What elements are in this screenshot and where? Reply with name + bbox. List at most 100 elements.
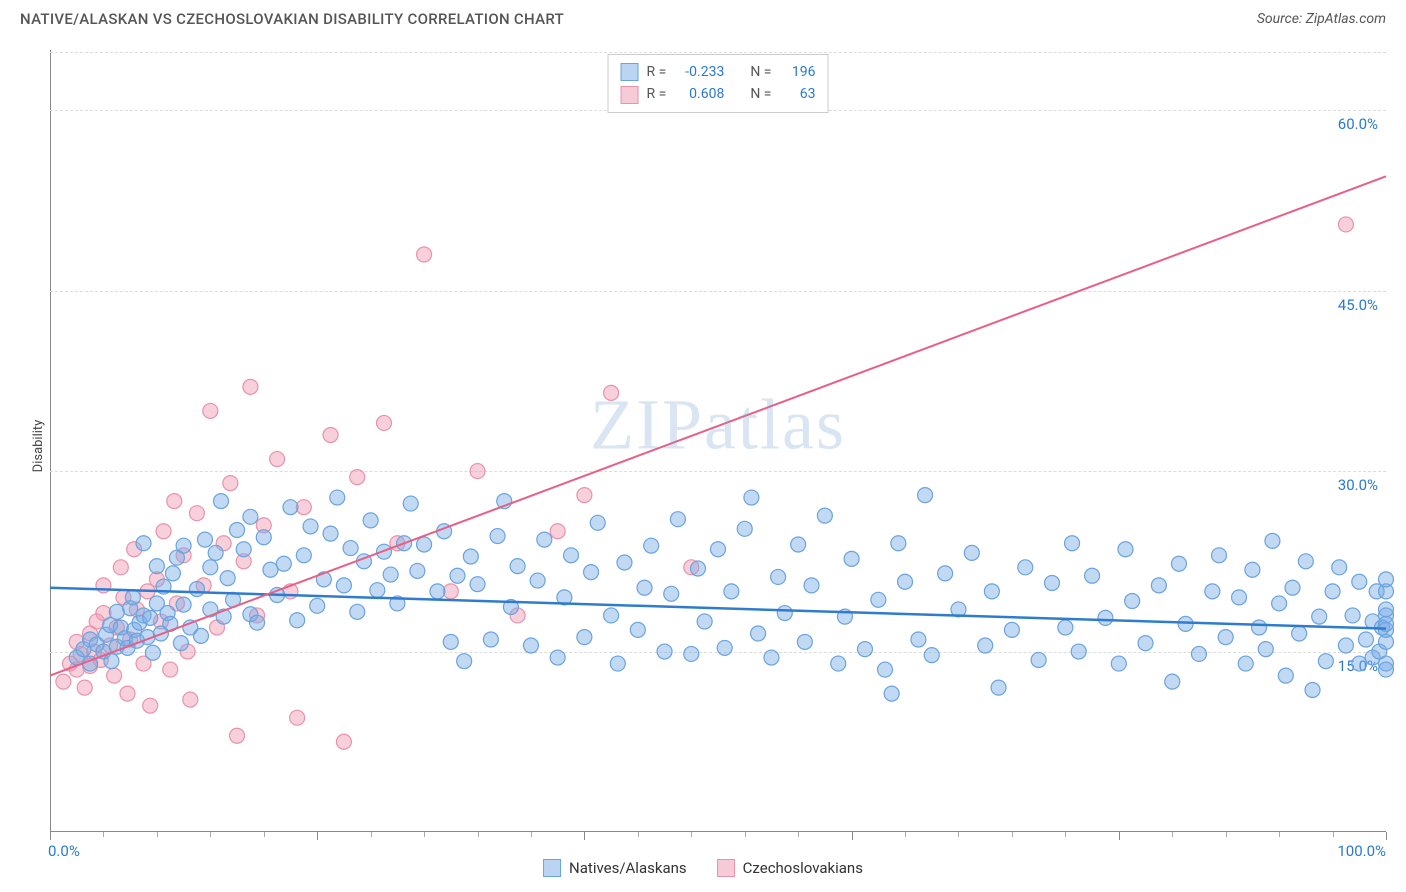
- data-point: [764, 650, 779, 665]
- data-point: [791, 537, 806, 552]
- data-point: [363, 513, 378, 528]
- data-point: [290, 710, 305, 725]
- data-point: [350, 470, 365, 485]
- data-point: [1272, 596, 1287, 611]
- data-point: [1338, 638, 1353, 653]
- data-point: [617, 555, 632, 570]
- data-point: [991, 680, 1006, 695]
- x-tick-minor: [905, 832, 906, 837]
- data-point: [1285, 580, 1300, 595]
- legend-swatch: [543, 859, 561, 877]
- data-point: [263, 562, 278, 577]
- data-point: [924, 648, 939, 663]
- data-point: [383, 567, 398, 582]
- x-tick-minor: [531, 832, 532, 837]
- data-point: [537, 532, 552, 547]
- data-point: [577, 488, 592, 503]
- data-point: [697, 614, 712, 629]
- data-point: [1118, 542, 1133, 557]
- legend-row: R =0.608N =63: [621, 83, 816, 105]
- data-point: [1332, 560, 1347, 575]
- data-point: [751, 626, 766, 641]
- data-point: [630, 622, 645, 637]
- data-point: [577, 630, 592, 645]
- data-point: [336, 578, 351, 593]
- legend-swatch: [717, 859, 735, 877]
- data-point: [143, 610, 158, 625]
- data-point: [771, 569, 786, 584]
- data-point: [336, 734, 351, 749]
- data-point: [223, 476, 238, 491]
- legend-r-label: R =: [647, 61, 667, 83]
- data-point: [1138, 636, 1153, 651]
- data-point: [1004, 622, 1019, 637]
- data-point: [430, 584, 445, 599]
- data-point: [898, 574, 913, 589]
- data-point: [1212, 548, 1227, 563]
- data-point: [417, 537, 432, 552]
- x-tick-minor: [1065, 832, 1066, 837]
- scatter-plot-svg: [50, 50, 1386, 832]
- data-point: [183, 692, 198, 707]
- data-point: [744, 490, 759, 505]
- data-point: [214, 494, 229, 509]
- data-point: [1379, 662, 1394, 677]
- data-point: [197, 532, 212, 547]
- legend-n-value: 63: [779, 83, 815, 105]
- data-point: [1325, 584, 1340, 599]
- x-tick-minor: [1333, 832, 1334, 837]
- data-point: [1031, 652, 1046, 667]
- data-point: [167, 494, 182, 509]
- data-point: [303, 519, 318, 534]
- data-point: [1252, 620, 1267, 635]
- data-point: [470, 464, 485, 479]
- data-point: [831, 656, 846, 671]
- data-point: [871, 592, 886, 607]
- data-point: [1058, 620, 1073, 635]
- data-point: [878, 662, 893, 677]
- data-point: [1191, 646, 1206, 661]
- data-point: [1018, 560, 1033, 575]
- x-tick-minor: [424, 832, 425, 837]
- data-point: [173, 636, 188, 651]
- x-tick-minor: [1279, 832, 1280, 837]
- legend-r-value: 0.608: [674, 83, 724, 105]
- x-tick: [852, 832, 853, 840]
- data-point: [664, 586, 679, 601]
- data-point: [403, 496, 418, 511]
- x-tick: [1386, 832, 1387, 840]
- data-point: [1305, 683, 1320, 698]
- data-point: [1358, 632, 1373, 647]
- x-tick-minor: [1226, 832, 1227, 837]
- data-point: [165, 566, 180, 581]
- data-point: [483, 632, 498, 647]
- data-point: [1345, 608, 1360, 623]
- data-point: [604, 385, 619, 400]
- correlation-legend: R =-0.233N =196R =0.608N =63: [608, 54, 829, 113]
- data-point: [120, 686, 135, 701]
- x-tick-minor: [691, 832, 692, 837]
- x-tick-minor: [638, 832, 639, 837]
- x-tick-minor: [157, 832, 158, 837]
- legend-item: Czechoslovakians: [717, 859, 863, 877]
- data-point: [208, 545, 223, 560]
- data-point: [1238, 656, 1253, 671]
- legend-swatch: [621, 86, 639, 104]
- data-point: [1318, 654, 1333, 669]
- data-point: [590, 515, 605, 530]
- data-point: [711, 542, 726, 557]
- data-point: [450, 568, 465, 583]
- data-point: [637, 580, 652, 595]
- data-point: [1218, 630, 1233, 645]
- x-axis-min-label: 0.0%: [48, 842, 80, 860]
- x-axis-max-label: 100.0%: [1337, 842, 1386, 860]
- data-point: [77, 680, 92, 695]
- data-point: [1171, 556, 1186, 571]
- data-point: [844, 551, 859, 566]
- data-point: [176, 597, 191, 612]
- legend-swatch: [621, 63, 639, 81]
- data-point: [323, 427, 338, 442]
- data-point: [1071, 644, 1086, 659]
- data-point: [644, 538, 659, 553]
- data-point: [283, 500, 298, 515]
